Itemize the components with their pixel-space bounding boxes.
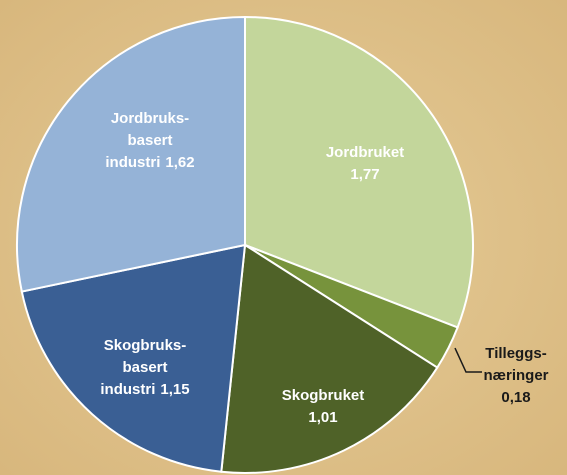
category-label: basert — [122, 359, 167, 376]
slice-label: Skogbruket 1,01 — [282, 387, 365, 426]
slice-label: Tilleggs-næringer 0,18 — [483, 345, 548, 406]
category-label: næringer — [483, 367, 548, 384]
slice-label: Jordbruks-basert industri 1,62 — [105, 110, 194, 171]
slice-label: Jordbruket 1,77 — [326, 144, 404, 183]
category-label: industri — [105, 154, 160, 171]
value-label: 1,01 — [308, 409, 337, 426]
category-label: Jordbruket — [326, 144, 404, 161]
value-label: 1,15 — [160, 381, 189, 398]
leader-line — [454, 347, 482, 373]
pie-slice — [220, 243, 439, 474]
value-label: 1,77 — [350, 166, 379, 183]
category-label: Skogbruks- — [104, 337, 187, 354]
category-label: Skogbruket — [282, 387, 365, 404]
slice-label: Skogbruks-basert industri 1,15 — [100, 337, 189, 398]
pie-slice — [16, 15, 246, 293]
category-label: Tilleggs- — [485, 345, 546, 362]
pie-slice — [20, 243, 247, 473]
slices — [16, 15, 474, 474]
category-label: Jordbruks- — [111, 110, 189, 127]
value-label: 1,62 — [165, 154, 194, 171]
pie-slice — [244, 15, 474, 329]
category-label: industri — [100, 381, 155, 398]
value-label: 0,18 — [501, 389, 530, 406]
category-label: basert — [127, 132, 172, 149]
